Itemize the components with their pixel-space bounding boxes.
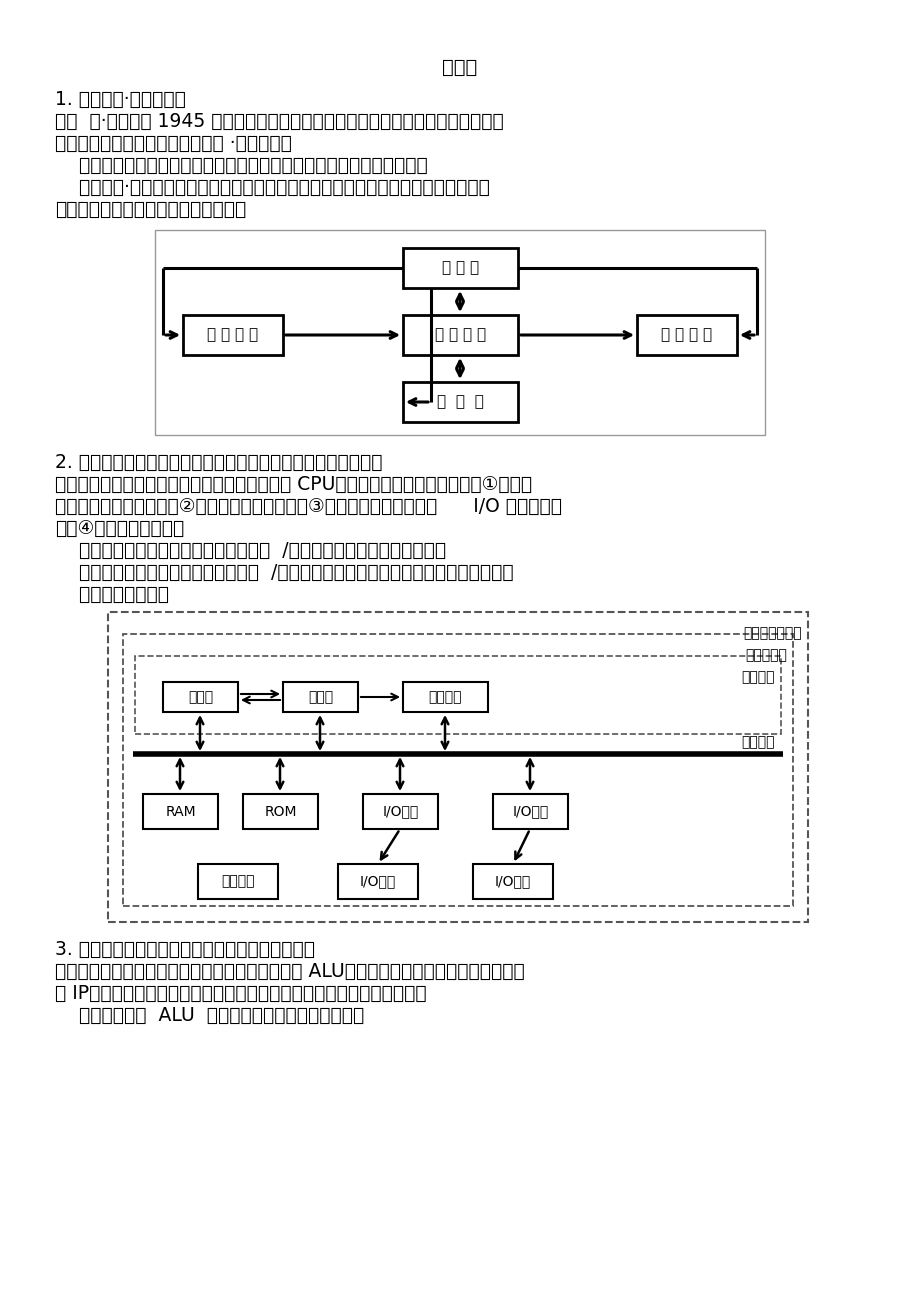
- Text: 主 存 储 器: 主 存 储 器: [435, 327, 485, 343]
- Bar: [283, 682, 357, 712]
- Text: 第一章: 第一章: [442, 57, 477, 77]
- Bar: [337, 865, 417, 898]
- Bar: [135, 656, 780, 734]
- Bar: [403, 382, 517, 422]
- Text: 1. 什么是冯·诺依曼机？: 1. 什么是冯·诺依曼机？: [55, 90, 186, 110]
- Bar: [163, 682, 238, 712]
- Text: 器中取指令，指令译码；②简单的算术逻辑运算；③在处理器和存储器或者      I/O 之间传送数: 器中取指令，指令译码；②简单的算术逻辑运算；③在处理器和存储器或者 I/O 之间…: [55, 497, 562, 516]
- Text: 控制器: 控制器: [308, 690, 333, 704]
- Text: I/O设备: I/O设备: [359, 875, 396, 888]
- Bar: [183, 316, 283, 355]
- Text: 系统总线: 系统总线: [741, 735, 774, 748]
- Bar: [403, 682, 487, 712]
- Text: 答：  冯·诺依曼于 1945 年提出了存储程序的概念和二进制原理，利用这种概念和原: 答： 冯·诺依曼于 1945 年提出了存储程序的概念和二进制原理，利用这种概念和…: [55, 112, 504, 130]
- Text: 早期的冯·诺依曼机结构上以运算器和控制器为中心，随着计算机体系结构的发展，: 早期的冯·诺依曼机结构上以运算器和控制器为中心，随着计算机体系结构的发展，: [55, 179, 489, 197]
- Text: 现在已演化为以存储器为中心的结构。: 现在已演化为以存储器为中心的结构。: [55, 200, 246, 219]
- Bar: [154, 230, 765, 436]
- Text: 3. 微处理器有哪些主要部件组成？其功能是什么？: 3. 微处理器有哪些主要部件组成？其功能是什么？: [55, 940, 314, 958]
- Text: 答：微处理器是一个中央处理器，由算术逻辑部件 ALU、累加器和寄存器组、指令指针寄存: 答：微处理器是一个中央处理器，由算术逻辑部件 ALU、累加器和寄存器组、指令指针…: [55, 962, 524, 981]
- Bar: [108, 612, 807, 922]
- Text: 2. 微处理器，微型计算机，微型计算机系统有什么联系与区别？: 2. 微处理器，微型计算机，微型计算机系统有什么联系与区别？: [55, 452, 382, 472]
- Text: 运算器: 运算器: [187, 690, 213, 704]
- Text: 它包括运算器、控制器、存储器、输入设备和输出设备五个组成部分。: 它包括运算器、控制器、存储器、输入设备和输出设备五个组成部分。: [55, 156, 427, 175]
- Text: 据；④程序流向控制等。: 据；④程序流向控制等。: [55, 519, 184, 539]
- Text: 答：微处理器是微型计算机系统的核心，也称为 CPU（中央处理器）。主要完成：①从存储: 答：微处理器是微型计算机系统的核心，也称为 CPU（中央处理器）。主要完成：①从…: [55, 475, 531, 494]
- Text: 微型计算机由微处理器、存储器、输入  /输出接口电路和系统总线组成。: 微型计算机由微处理器、存储器、输入 /输出接口电路和系统总线组成。: [55, 541, 446, 559]
- Bar: [198, 865, 278, 898]
- Text: 理设计的电子计算机系统统称为冯 ·诺依曼机。: 理设计的电子计算机系统统称为冯 ·诺依曼机。: [55, 134, 291, 153]
- Bar: [243, 794, 318, 829]
- Bar: [363, 794, 437, 829]
- Text: I/O设备: I/O设备: [494, 875, 530, 888]
- Text: 系统软件: 系统软件: [221, 875, 255, 888]
- Bar: [493, 794, 567, 829]
- Text: I/O接口: I/O接口: [512, 805, 548, 819]
- Text: 以微型计算机为主体，配上外部输入  /输出设备及系统软件就构成了微型计算机系统。: 以微型计算机为主体，配上外部输入 /输出设备及系统软件就构成了微型计算机系统。: [55, 563, 513, 582]
- Text: ROM: ROM: [264, 805, 297, 819]
- Text: 微型计算机: 微型计算机: [744, 648, 786, 662]
- Text: 输 出 设 备: 输 出 设 备: [661, 327, 712, 343]
- Bar: [636, 316, 736, 355]
- Text: 运  算  器: 运 算 器: [437, 395, 483, 409]
- Bar: [403, 316, 517, 355]
- Bar: [472, 865, 552, 898]
- Bar: [142, 794, 218, 829]
- Text: 寄存器组: 寄存器组: [428, 690, 461, 704]
- Text: 控 制 器: 控 制 器: [441, 261, 479, 275]
- Bar: [403, 248, 517, 288]
- Text: 微处理器: 微处理器: [741, 670, 774, 685]
- Text: RAM: RAM: [165, 805, 196, 819]
- Text: 算术逻辑部件  ALU  主要完成算术运算及逻辑运算。: 算术逻辑部件 ALU 主要完成算术运算及逻辑运算。: [55, 1005, 364, 1025]
- Text: 输 入 设 备: 输 入 设 备: [207, 327, 258, 343]
- Text: I/O接口: I/O接口: [382, 805, 418, 819]
- Text: 微型计算机系统: 微型计算机系统: [743, 626, 801, 640]
- Text: 三者关系如下图：: 三者关系如下图：: [55, 585, 169, 604]
- Bar: [123, 634, 792, 906]
- Text: 器 IP、段寄存器、标志寄存器、时序和控制逻辑部件、内部总线等组成。: 器 IP、段寄存器、标志寄存器、时序和控制逻辑部件、内部总线等组成。: [55, 985, 426, 1003]
